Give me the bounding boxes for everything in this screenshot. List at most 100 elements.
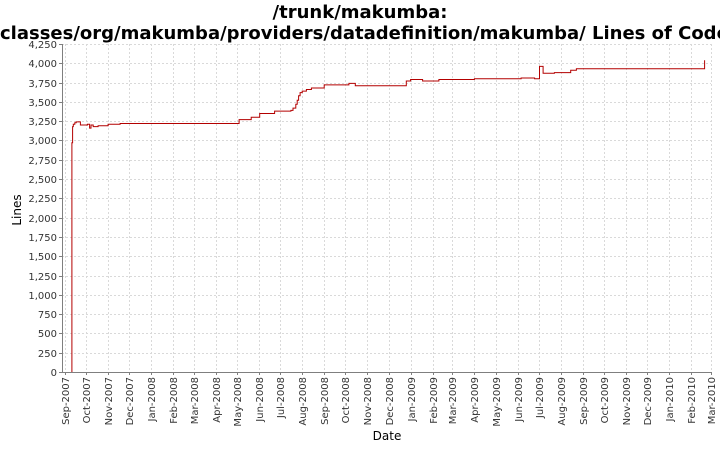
data-point <box>89 128 90 129</box>
x-tick-label: Oct-2009 <box>600 377 611 423</box>
data-point <box>704 67 705 68</box>
y-tick-label: 0 <box>51 368 57 379</box>
chart-title-line-1: /trunk/makumba: <box>272 2 448 23</box>
x-tick-label: Aug-2008 <box>298 377 309 426</box>
y-tick-label: 500 <box>38 329 57 340</box>
x-tick-label: Nov-2008 <box>363 377 374 425</box>
y-tick-label: 3,500 <box>28 98 57 109</box>
x-tick-label: May-2009 <box>492 377 503 427</box>
data-point <box>704 68 705 69</box>
plot-area <box>62 44 711 372</box>
y-tick-label: 4,250 <box>28 40 57 51</box>
x-tick-label: Jul-2009 <box>535 377 546 419</box>
data-point <box>539 66 540 67</box>
x-tick-label: Jan-2010 <box>665 377 676 422</box>
x-tick-label: Dec-2007 <box>125 377 136 425</box>
data-point <box>521 77 522 78</box>
data-point <box>80 124 81 125</box>
data-point <box>410 79 411 80</box>
data-point <box>474 78 475 79</box>
data-point <box>290 110 291 111</box>
axes: 0 250 500 750 1,000 1,250 1,500 1,750 2,000 2,250… <box>28 40 718 427</box>
data-point <box>98 125 99 126</box>
x-tick-label: Nov-2007 <box>104 377 115 425</box>
data-point <box>90 124 91 125</box>
x-tick-label: Jul-2008 <box>276 377 287 419</box>
x-tick-label: Apr-2008 <box>212 377 223 423</box>
series-line <box>71 60 706 372</box>
x-tick-label: Dec-2009 <box>643 377 654 425</box>
data-point <box>93 126 94 127</box>
y-tick-label: 1,500 <box>28 252 57 263</box>
x-tick-label: Sep-2009 <box>579 377 590 425</box>
chart-title-line-2: classes/org/makumba/providers/datadefini… <box>0 23 720 44</box>
x-tick-label: Jun-2009 <box>514 377 525 423</box>
y-tick-label: 3,250 <box>28 117 57 128</box>
data-point <box>406 80 407 81</box>
x-tick-label: Oct-2007 <box>82 377 93 423</box>
y-tick-label: 4,000 <box>28 59 57 70</box>
x-tick-label: Aug-2009 <box>557 377 568 426</box>
x-tick-label: Feb-2008 <box>169 377 180 424</box>
data-point <box>534 78 535 79</box>
data-point <box>422 80 423 81</box>
y-tick-label: 2,500 <box>28 175 57 186</box>
y-tick-label: 2,750 <box>28 156 57 167</box>
data-point <box>74 122 75 123</box>
x-tick-label: Oct-2008 <box>341 377 352 423</box>
x-tick-label: Sep-2007 <box>61 377 72 425</box>
grid <box>62 44 712 373</box>
data-point <box>71 371 72 372</box>
data-point <box>297 100 298 101</box>
data-point <box>570 70 571 71</box>
data-point <box>355 85 356 86</box>
data-point <box>239 119 240 120</box>
x-tick-label: Apr-2009 <box>470 377 481 423</box>
series-layer <box>71 60 706 372</box>
x-tick-label: Mar-2010 <box>707 377 718 424</box>
data-point <box>300 92 301 93</box>
x-tick-label: Jan-2008 <box>147 377 158 422</box>
x-tick-label: Jun-2008 <box>255 377 266 423</box>
data-point <box>311 87 312 88</box>
data-point <box>76 121 77 122</box>
data-point <box>576 68 577 69</box>
x-tick-label: Feb-2010 <box>687 377 698 424</box>
y-tick-label: 1,750 <box>28 233 57 244</box>
data-point <box>73 124 74 125</box>
x-tick-label: Nov-2009 <box>622 377 633 425</box>
data-point <box>259 113 260 114</box>
data-point <box>438 79 439 80</box>
y-tick-label: 3,000 <box>28 136 57 147</box>
x-tick-label: Feb-2009 <box>429 377 440 424</box>
x-tick-label: Sep-2008 <box>320 377 331 425</box>
data-point <box>306 89 307 90</box>
data-point <box>295 104 296 105</box>
data-point <box>87 124 88 125</box>
x-axis-title: Date <box>373 429 402 443</box>
data-point <box>704 60 705 61</box>
data-point <box>108 124 109 125</box>
data-point <box>274 111 275 112</box>
x-tick-label: Dec-2008 <box>385 377 396 425</box>
y-axis-title: Lines <box>10 194 24 225</box>
data-point <box>348 83 349 84</box>
data-point <box>251 117 252 118</box>
y-tick-label: 1,250 <box>28 272 57 283</box>
data-point <box>72 126 73 127</box>
data-point <box>302 91 303 92</box>
y-tick-label: 2,000 <box>28 214 57 225</box>
data-point <box>324 84 325 85</box>
x-tick-label: Mar-2009 <box>448 377 459 424</box>
x-tick-label: Jan-2009 <box>407 377 418 422</box>
y-tick-label: 2,250 <box>28 194 57 205</box>
data-point <box>298 95 299 96</box>
data-point <box>72 142 73 143</box>
data-point <box>554 72 555 73</box>
data-point <box>120 123 121 124</box>
y-tick-label: 250 <box>38 349 57 360</box>
x-tick-label: Mar-2008 <box>190 377 201 424</box>
data-point <box>292 108 293 109</box>
